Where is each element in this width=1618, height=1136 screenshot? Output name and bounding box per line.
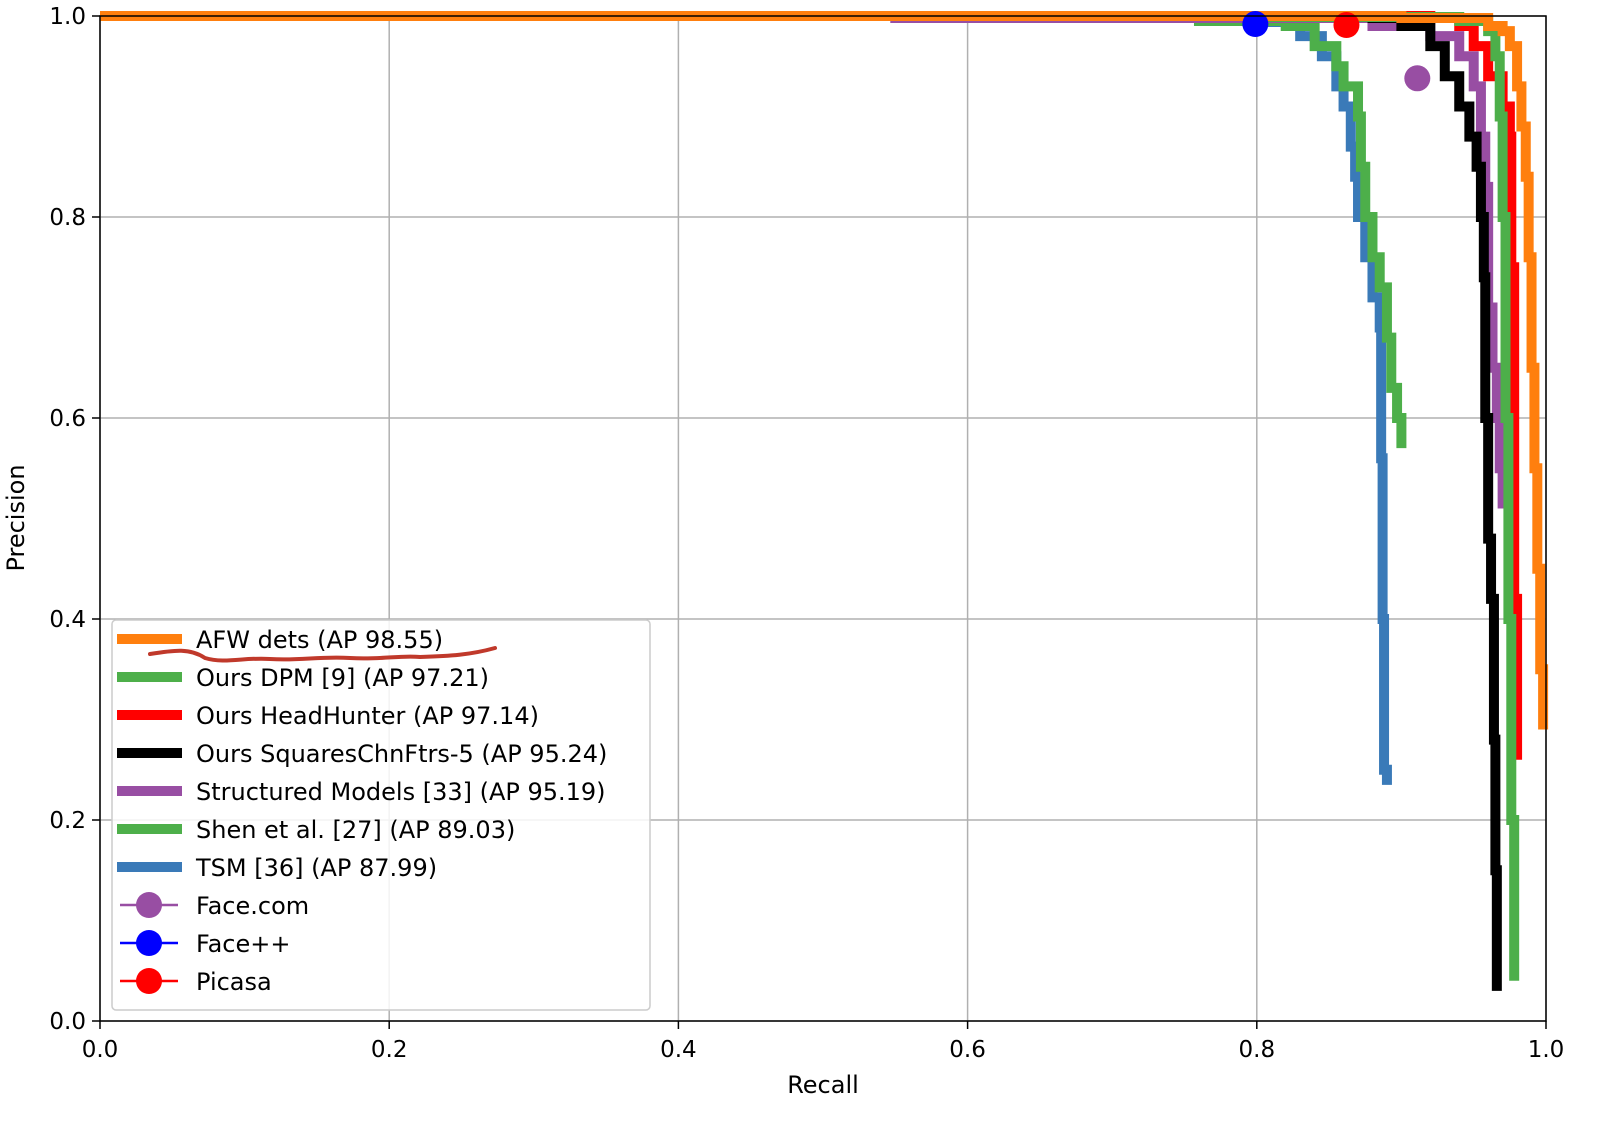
legend-entry-label: Face.com (196, 892, 309, 920)
series-line-2 (100, 11, 1407, 449)
legend-entry-label: Picasa (196, 968, 272, 996)
marker-point-3 (1333, 12, 1360, 39)
series-line-4 (100, 11, 1502, 991)
legend-marker (136, 968, 162, 994)
legend-marker (136, 892, 162, 918)
y-tick-label: 0.4 (49, 607, 86, 633)
legend-marker (136, 930, 162, 956)
y-tick-label: 0.6 (49, 406, 86, 432)
legend-entry-label: Face++ (196, 930, 291, 958)
y-tick-label: 0.2 (49, 808, 86, 834)
y-axis-ticks: 0.0 0.2 0.4 0.6 0.8 1.0 (49, 4, 100, 1035)
y-tick-label: 0.0 (49, 1009, 86, 1035)
x-tick-label: 0.0 (82, 1037, 119, 1063)
annotation-underline (148, 646, 497, 663)
legend-entry-label: Ours HeadHunter (AP 97.14) (196, 702, 539, 730)
series-layer (100, 11, 1549, 991)
legend-box (111, 619, 651, 1011)
marker-point-2 (1242, 11, 1269, 38)
legend: AFW dets (AP 98.55) Ours DPM [9] (AP 97.2… (111, 619, 651, 1011)
x-tick-label: 0.2 (371, 1037, 408, 1063)
legend-entry-label: Shen et al. [27] (AP 89.03) (196, 816, 515, 844)
legend-entry-label: TSM [36] (AP 87.99) (195, 854, 437, 882)
x-tick-label: 0.4 (660, 1037, 697, 1063)
series-line-7 (100, 11, 1549, 730)
legend-entry-label: Structured Models [33] (AP 95.19) (196, 778, 606, 806)
marker-point-1 (1404, 65, 1431, 92)
x-axis-label: Recall (787, 1071, 859, 1099)
legend-entry-label: Ours SquaresChnFtrs-5 (AP 95.24) (196, 740, 607, 768)
plot-frame (99, 15, 1547, 1022)
y-tick-label: 0.8 (49, 205, 86, 231)
markers-layer (1242, 11, 1431, 92)
y-axis-label: Precision (2, 464, 30, 571)
x-tick-label: 1.0 (1528, 1037, 1565, 1063)
x-tick-label: 0.6 (949, 1037, 986, 1063)
x-axis-ticks: 0.0 0.2 0.4 0.6 0.8 1.0 (82, 1021, 1565, 1063)
legend-entry-label: Ours DPM [9] (AP 97.21) (196, 664, 489, 692)
y-tick-label: 1.0 (49, 4, 86, 30)
legend-entry-label: AFW dets (AP 98.55) (196, 626, 443, 654)
x-tick-label: 0.8 (1239, 1037, 1276, 1063)
